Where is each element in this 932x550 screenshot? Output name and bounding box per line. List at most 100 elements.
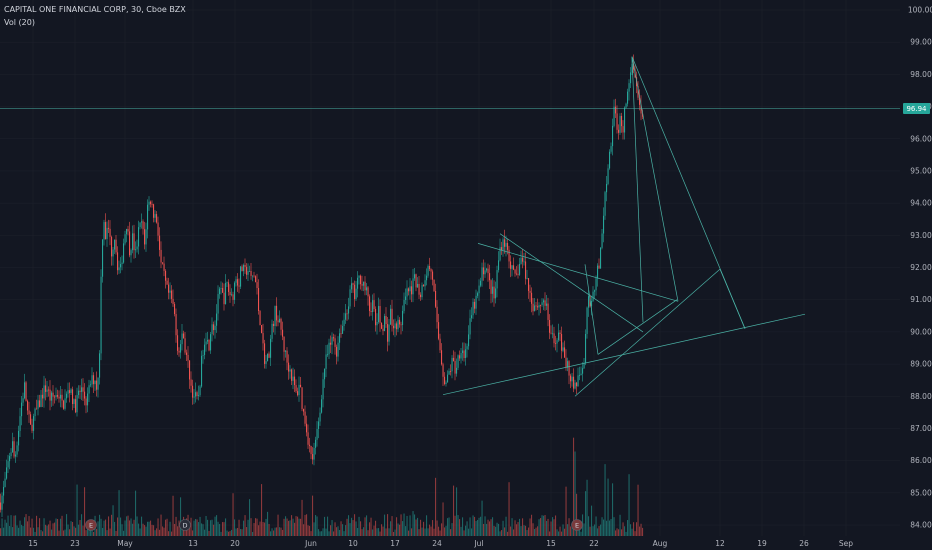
volume-bar — [394, 529, 396, 536]
candle-body — [223, 292, 225, 305]
candle-body — [363, 281, 365, 286]
candle-body — [393, 325, 395, 329]
volume-bar — [403, 513, 405, 536]
symbol-title[interactable]: CAPITAL ONE FINANCIAL CORP, 30, Cboe BZX — [4, 5, 186, 14]
volume-bar — [175, 516, 177, 536]
candle-body — [90, 384, 92, 386]
candle-body — [52, 392, 54, 397]
trend-line[interactable] — [631, 56, 644, 323]
candle-body — [517, 273, 519, 275]
volume-bar — [604, 464, 606, 536]
candle-body — [234, 282, 236, 300]
candle-body — [435, 290, 437, 307]
volume-bar — [358, 516, 360, 536]
candle-body — [396, 323, 398, 330]
candle-body — [601, 233, 603, 248]
earnings-marker[interactable]: E — [85, 519, 97, 531]
volume-bar — [15, 515, 17, 536]
candle-body — [622, 126, 624, 133]
candle-body — [360, 275, 362, 285]
candle-body — [256, 282, 258, 289]
volume-bar — [421, 527, 423, 536]
candle-body — [123, 243, 125, 263]
volume-bar — [273, 530, 275, 536]
candle-body — [211, 324, 213, 335]
candle-body — [483, 267, 485, 275]
volume-bar — [417, 517, 419, 536]
earnings-marker[interactable]: E — [571, 519, 583, 531]
time-tick-label: 22 — [589, 539, 599, 548]
candle-body — [99, 353, 101, 378]
volume-bar — [139, 528, 141, 536]
candle-body — [159, 235, 161, 250]
volume-bar — [61, 515, 63, 536]
volume-bar — [460, 526, 462, 536]
volume-bar — [462, 517, 464, 536]
candle-body — [142, 221, 144, 230]
volume-bar — [28, 516, 30, 536]
volume-bar — [601, 517, 603, 536]
volume-bar — [198, 522, 200, 536]
volume-bar — [520, 526, 522, 536]
time-tick-label: Jun — [304, 539, 317, 548]
candle-body — [331, 337, 333, 345]
candle-body — [592, 291, 594, 301]
volume-indicator-label[interactable]: Vol (20) — [4, 18, 35, 27]
volume-bar — [226, 530, 228, 536]
volume-bar — [295, 516, 297, 536]
candle-body — [108, 227, 110, 229]
candle-body — [450, 371, 452, 372]
candle-body — [187, 354, 189, 361]
trend-line[interactable] — [574, 268, 721, 397]
trend-line[interactable] — [584, 264, 599, 355]
trend-line[interactable] — [631, 56, 746, 329]
volume-bar — [637, 484, 639, 536]
candle-body — [609, 151, 611, 169]
candle-body — [541, 302, 543, 306]
volume-bar — [202, 524, 204, 536]
volume-bar — [363, 527, 365, 536]
volume-bar — [70, 521, 72, 536]
candle-body — [252, 275, 254, 277]
volume-bar — [562, 524, 564, 536]
candle-body — [156, 214, 158, 223]
candle-body — [574, 382, 576, 389]
candle-body — [66, 393, 68, 399]
trend-line[interactable] — [477, 243, 679, 302]
candle-body — [210, 334, 212, 351]
volume-bar — [514, 520, 516, 536]
last-price-badge — [903, 103, 930, 115]
candle-body — [148, 201, 150, 205]
volume-bar — [334, 522, 336, 536]
volume-pane — [0, 437, 644, 536]
volume-bar — [480, 516, 482, 536]
time-axis[interactable]: 15 23 May 13 20 Jun 10 17 24 Jul 15 22 Aug 12 19 26 Sep — [28, 539, 853, 548]
candle-body — [370, 311, 372, 313]
volume-bar — [163, 527, 165, 536]
candle-body — [369, 296, 371, 312]
volume-bar — [547, 518, 549, 536]
candle-body — [39, 400, 41, 407]
volume-bar — [126, 516, 128, 536]
candle-body — [486, 268, 488, 271]
trend-line[interactable] — [499, 233, 644, 333]
volume-bar — [36, 515, 38, 536]
candle-body — [82, 387, 84, 392]
candle-body — [216, 313, 218, 326]
dividend-marker[interactable]: D — [179, 519, 191, 531]
volume-bar — [147, 521, 149, 536]
trend-drawings[interactable] — [442, 56, 806, 397]
volume-bar — [219, 524, 221, 536]
volume-bar — [52, 523, 54, 536]
candle-body — [9, 456, 11, 462]
volume-bar — [310, 531, 312, 536]
volume-bar — [376, 528, 378, 536]
candle-body — [15, 454, 17, 457]
trend-line[interactable] — [631, 56, 679, 302]
candle-body — [196, 392, 198, 397]
candle-body — [214, 325, 216, 331]
candle-body — [262, 333, 264, 344]
trend-line[interactable] — [597, 299, 678, 355]
